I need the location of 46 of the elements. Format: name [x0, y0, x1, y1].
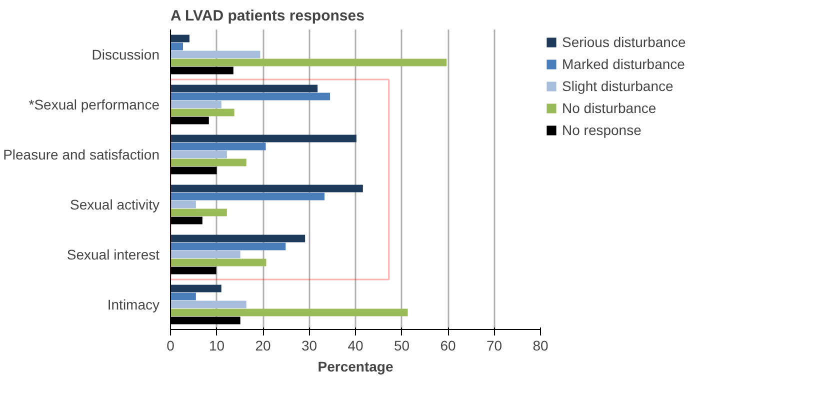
y-tick-label: Pleasure and satisfaction	[3, 146, 160, 162]
bar	[170, 300, 246, 308]
y-tick-label: Discussion	[92, 46, 160, 62]
bar	[170, 250, 240, 258]
bar	[170, 158, 246, 166]
x-tick-label: 30	[301, 338, 318, 354]
bar	[170, 292, 196, 300]
x-tick-label: 50	[394, 338, 410, 354]
bar	[170, 258, 266, 266]
bar	[170, 134, 356, 142]
x-tick-label: 70	[486, 338, 502, 354]
x-tick-label: 0	[166, 338, 175, 354]
bar	[170, 142, 266, 150]
bar	[170, 58, 447, 66]
bar	[170, 108, 234, 116]
bar	[170, 284, 222, 292]
bar	[170, 100, 222, 108]
y-tick-label: Sexual activity	[70, 196, 160, 212]
legend-label: No response	[562, 122, 642, 138]
y-tick-label: Intimacy	[107, 296, 160, 312]
bar	[170, 192, 325, 200]
x-tick-label: 60	[440, 338, 456, 354]
x-tick-label: 10	[208, 338, 225, 354]
x-tick-label: 40	[348, 338, 364, 354]
bar	[170, 42, 183, 50]
bar	[170, 92, 330, 100]
bar	[170, 308, 408, 316]
legend-label: Marked disturbance	[562, 56, 685, 72]
legend-label: No disturbance	[562, 100, 656, 116]
legend-label: Slight disturbance	[562, 78, 674, 94]
x-tick-label: 20	[255, 338, 271, 354]
bar	[170, 208, 227, 216]
bar	[170, 200, 196, 208]
bar	[170, 234, 306, 242]
bar	[170, 242, 286, 250]
y-tick-label: *Sexual performance	[28, 96, 160, 112]
legend-label: Serious disturbance	[562, 34, 686, 50]
bar	[170, 184, 363, 192]
bar	[170, 34, 190, 42]
chart-title: A LVAD patients responses	[170, 8, 364, 24]
y-tick-label: Sexual interest	[66, 246, 160, 262]
x-tick-label: 80	[532, 338, 548, 354]
bar	[170, 150, 227, 158]
bar	[170, 84, 318, 92]
bar	[170, 50, 260, 58]
x-axis-title: Percentage	[318, 358, 394, 374]
